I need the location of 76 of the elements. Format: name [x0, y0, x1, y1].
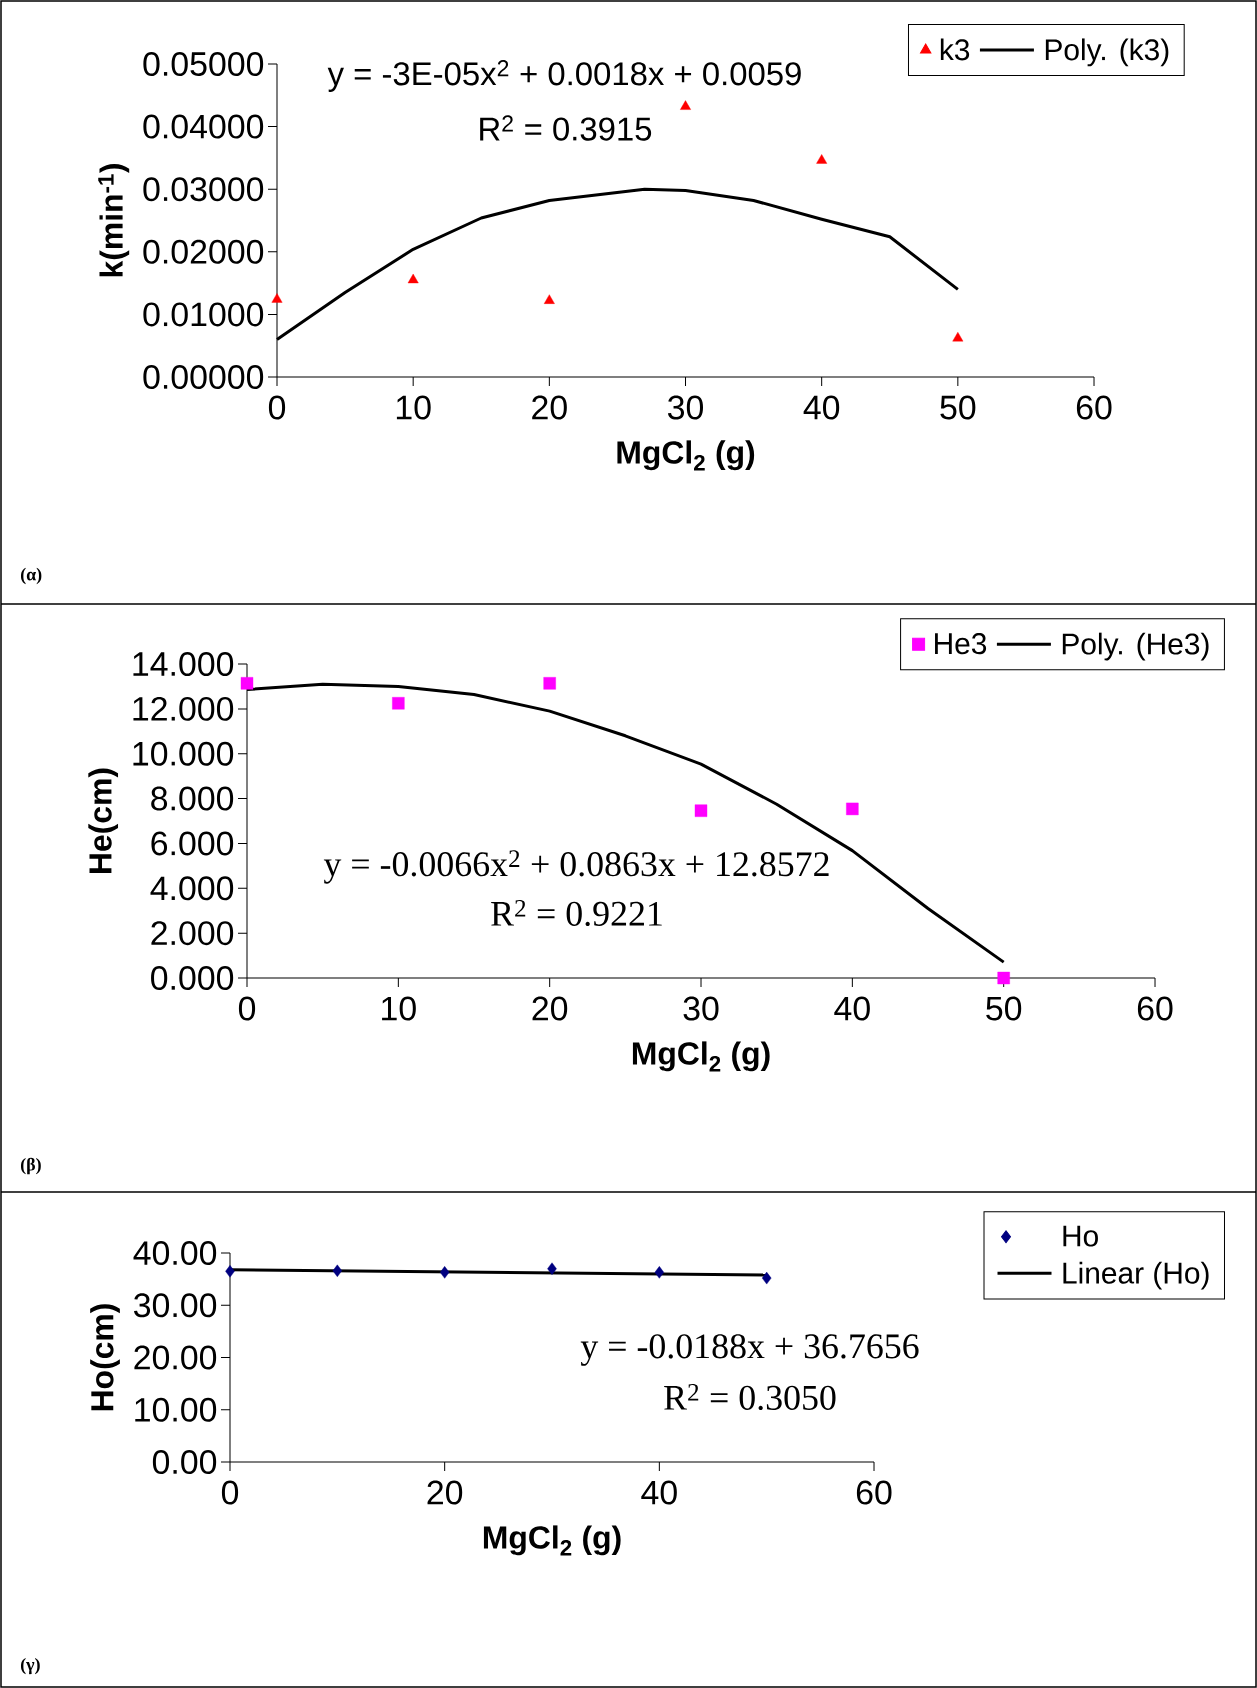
- y-tick-label: 6.000: [151, 831, 234, 856]
- x-tick-label: 0: [221, 1480, 239, 1505]
- point: [225, 1265, 235, 1278]
- x-tick-label: 10: [396, 395, 431, 420]
- point: [392, 697, 405, 710]
- y-tick-label: 0.01000: [143, 302, 264, 327]
- legend-label: Linear (Ho): [1063, 1261, 1209, 1290]
- x-tick-label: 20: [427, 1480, 463, 1505]
- x-tick-label: 60: [1076, 395, 1112, 420]
- point: [654, 1266, 665, 1279]
- text: (γ): [20, 1657, 40, 1675]
- y-tick-label: 0.04000: [143, 114, 264, 139]
- y-tick-label: 8.000: [151, 786, 234, 811]
- y-tick-label: 10.000: [133, 741, 234, 766]
- point: [952, 332, 964, 342]
- x-tick-label: 10: [382, 996, 416, 1021]
- y-axis-title: k(min$^{-1}$): [98, 164, 130, 277]
- x-tick-label: 20: [532, 996, 568, 1021]
- x-tick-label: 60: [1137, 996, 1173, 1021]
- annotation: R$^{2}$ = 0.3915: [480, 115, 652, 141]
- y-tick-label: 40.00: [133, 1241, 217, 1266]
- point: [439, 1266, 450, 1279]
- point: [680, 100, 691, 110]
- x-tick-label: 20: [532, 395, 567, 420]
- point: [547, 1262, 557, 1275]
- annotation: R$^{2}$ = 0.3050: [664, 1383, 836, 1411]
- y-tick-label: 2.000: [151, 921, 234, 946]
- legend-label: k3: [940, 38, 970, 61]
- y-tick-label: 0.05000: [143, 52, 264, 76]
- legend-label: He3: [935, 633, 987, 655]
- point: [997, 971, 1010, 985]
- y-tick-label: 0.03000: [143, 177, 264, 202]
- x-tick-label: 30: [683, 996, 719, 1021]
- point: [271, 293, 283, 303]
- y-tick-label: 20.00: [134, 1345, 217, 1370]
- point: [694, 804, 708, 817]
- y-tick-label: 0.000: [151, 966, 234, 991]
- y-tick-label: 14.000: [133, 652, 234, 677]
- x-tick-label: 30: [667, 395, 704, 420]
- y-tick-label: 10.00: [135, 1397, 217, 1422]
- point: [543, 294, 555, 304]
- annotation: y = -0.0066x$^{2}$ + 0.0863x + 12.8572: [323, 850, 829, 884]
- x-tick-label: 40: [641, 1480, 677, 1505]
- x-axis-title: MgCl$_{2}$ (g): [632, 1041, 770, 1072]
- y-tick-label: 0.00000: [143, 365, 264, 389]
- x-axis-title: MgCl$_{2}$ (g): [617, 440, 755, 471]
- annotation: y = -3E-05x$^{2}$ + 0.0018x + 0.0059: [327, 60, 801, 92]
- point: [761, 1271, 772, 1285]
- y-axis-title: Ho(cm): [90, 1304, 120, 1411]
- point: [240, 677, 254, 690]
- x-tick-label: 0: [238, 996, 256, 1021]
- x-tick-label: 0: [268, 395, 286, 420]
- legend-label: Poly. (He3): [1062, 632, 1209, 661]
- y-axis-title: He(cm): [88, 768, 119, 873]
- x-tick-label: 40: [834, 996, 870, 1021]
- y-tick-label: 0.00: [152, 1450, 217, 1475]
- legend-label: Ho: [1063, 1225, 1098, 1247]
- x-tick-label: 50: [986, 996, 1022, 1021]
- point: [543, 677, 556, 690]
- point: [407, 273, 419, 284]
- annotation: y = -0.0188x + 36.7656: [580, 1334, 919, 1366]
- x-axis-title: MgCl$_{2}$ (g): [483, 1525, 621, 1556]
- x-tick-label: 40: [803, 395, 840, 420]
- point: [332, 1264, 343, 1277]
- text: (α): [20, 567, 42, 585]
- x-tick-label: 60: [856, 1480, 892, 1505]
- y-tick-label: 0.02000: [143, 239, 264, 264]
- y-tick-label: 30.00: [134, 1293, 217, 1318]
- annotation: R$^{2}$ = 0.9221: [491, 899, 662, 927]
- point: [816, 154, 828, 164]
- point: [846, 802, 859, 816]
- legend-label: Poly. (k3): [1045, 38, 1169, 67]
- text: (β): [20, 1157, 41, 1175]
- y-tick-label: 4.000: [150, 876, 234, 901]
- x-tick-label: 50: [940, 395, 976, 420]
- y-tick-label: 12.000: [133, 696, 234, 721]
